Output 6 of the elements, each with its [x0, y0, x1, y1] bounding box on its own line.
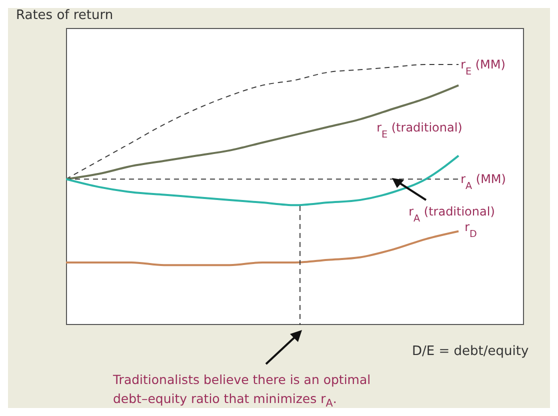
- series-label: r$_{A}$ (MM): [460, 172, 506, 192]
- y-axis-title: Rates of return: [16, 8, 114, 23]
- text: Traditionalists believe there is an optimal debt–equity ratio that minimizes r$_{A}$.: [113, 371, 372, 412]
- series-label: r$_{E}$ (MM): [460, 57, 506, 77]
- series-label: r$_{E}$ (traditional): [376, 120, 462, 140]
- x-axis-title: D/E = debt/equity: [412, 344, 529, 359]
